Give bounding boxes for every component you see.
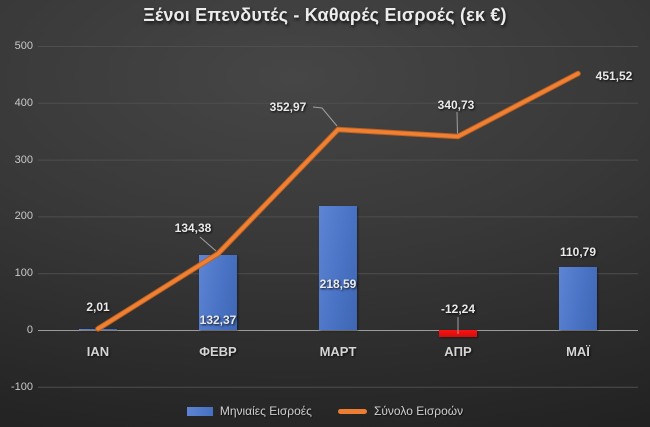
line-series-swatch bbox=[337, 408, 367, 414]
y-axis-tick-label: 200 bbox=[14, 210, 33, 223]
line-data-label: 451,52 bbox=[595, 69, 633, 83]
bar-ΦΕΒΡ[interactable] bbox=[199, 254, 237, 330]
bar-ΜΑΪ[interactable] bbox=[559, 267, 597, 330]
data-label-leader-line bbox=[199, 236, 217, 252]
bar-data-label: 110,79 bbox=[559, 245, 597, 259]
line-data-label: 352,97 bbox=[269, 100, 307, 114]
x-axis-category-label: ΑΠΡ bbox=[444, 344, 472, 359]
bar-data-label: 218,59 bbox=[319, 277, 357, 291]
y-axis-tick-label: 400 bbox=[14, 96, 33, 109]
legend-label-monthly-inflows: Μηνιαίες Εισροές bbox=[219, 404, 312, 418]
x-axis-category-label: ΜΑΪ bbox=[566, 344, 590, 359]
y-axis-tick-label: 300 bbox=[14, 153, 33, 166]
x-axis-category-label: ΜΑΡΤ bbox=[319, 344, 357, 359]
y-axis-tick-label: -100 bbox=[10, 380, 33, 393]
bar-data-label: 2,01 bbox=[86, 300, 110, 314]
x-axis-category-label: ΙΑΝ bbox=[86, 344, 110, 359]
bar-data-label: 132,37 bbox=[199, 313, 237, 327]
bar-data-label: -12,24 bbox=[440, 302, 476, 316]
data-label-leader-line bbox=[456, 111, 458, 135]
legend-item-total-inflows[interactable]: Σύνολο Εισροών bbox=[337, 404, 464, 418]
bar-series-swatch bbox=[186, 406, 213, 416]
x-axis-category-label: ΦΕΒΡ bbox=[199, 344, 237, 359]
y-axis-tick-label: 500 bbox=[14, 40, 33, 52]
total-inflows-line[interactable] bbox=[96, 71, 580, 331]
line-data-label: 134,38 bbox=[174, 221, 212, 235]
line-data-label: 340,73 bbox=[437, 98, 475, 112]
data-label-leader-line bbox=[312, 106, 338, 127]
legend-label-total-inflows: Σύνολο Εισροών bbox=[373, 404, 464, 418]
y-axis-tick-label: 100 bbox=[14, 267, 33, 280]
bar-ΜΑΡΤ[interactable] bbox=[319, 205, 357, 330]
legend: Μηνιαίες Εισροές Σύνολο Εισροών bbox=[0, 400, 650, 422]
chart-title[interactable]: Ξένοι Επενδυτές - Καθαρές Εισροές (εκ €) bbox=[143, 5, 507, 25]
legend-item-monthly-inflows[interactable]: Μηνιαίες Εισροές bbox=[186, 404, 312, 418]
y-axis-tick-label: 0 bbox=[26, 324, 33, 336]
